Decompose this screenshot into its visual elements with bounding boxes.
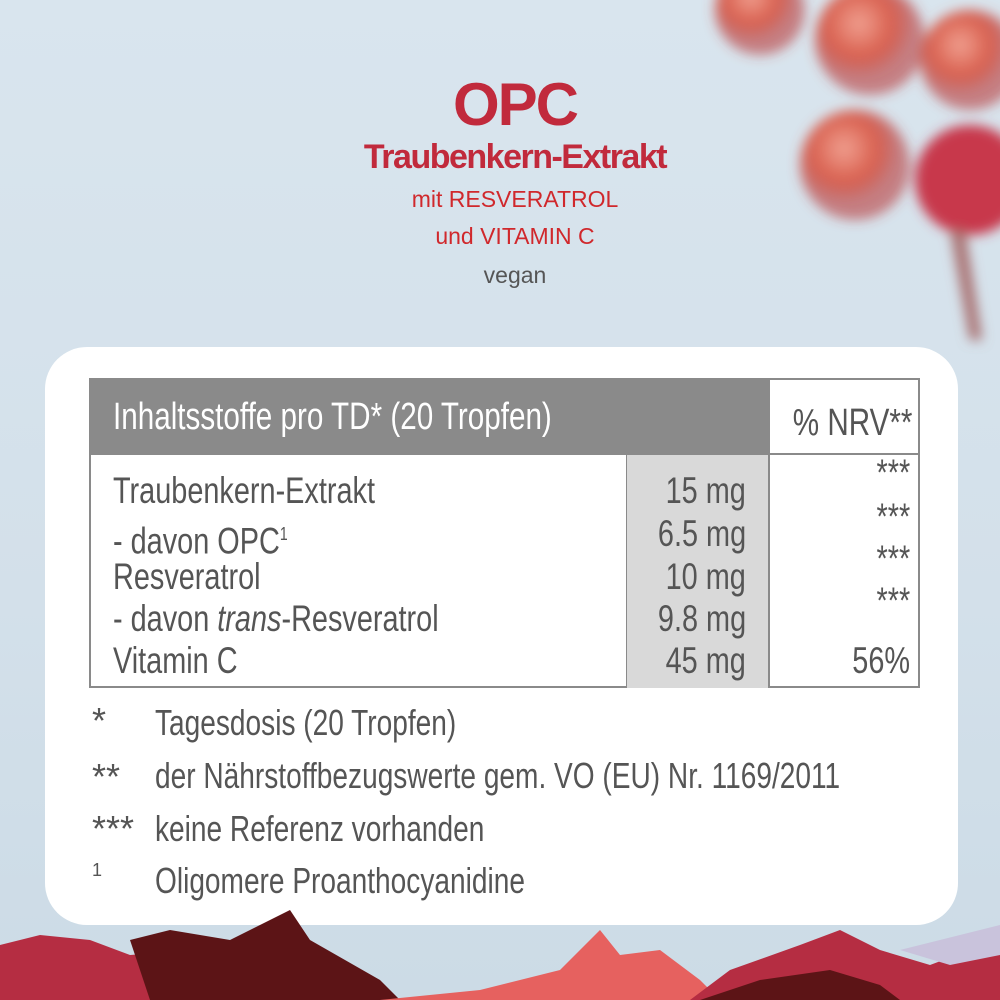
ingredients-table: Inhaltsstoffe pro TD* (20 Tropfen) % NRV… — [89, 378, 920, 688]
amount-column — [626, 455, 768, 688]
product-line-2: und VITAMIN C — [435, 223, 595, 249]
nrv-header-label: % NRV** — [792, 402, 912, 444]
footnote-mark: ** — [92, 756, 121, 797]
ingredient-name-text: -Resveratrol — [281, 598, 439, 639]
vegan-label: vegan — [483, 262, 547, 288]
amount: 6.5 mg — [657, 513, 746, 554]
column-divider — [768, 455, 770, 688]
footnote-mark: 1 — [92, 860, 103, 880]
nrv-value: *** — [876, 580, 910, 621]
table-row: - davon trans-Resveratrol — [113, 598, 530, 640]
grapes-image — [715, 0, 1000, 340]
grape-splash-decoration — [0, 910, 1000, 1000]
ingredient-name-italic: trans — [217, 598, 282, 639]
footnote-text: der Nährstoffbezugswerte gem. VO (EU) Nr… — [155, 755, 841, 796]
amount: 9.8 mg — [657, 598, 746, 639]
table-row: Vitamin C — [113, 640, 273, 682]
table-header: Inhaltsstoffe pro TD* (20 Tropfen) — [91, 380, 768, 455]
ingredient-name: - davon OPC1 — [113, 513, 288, 562]
ingredient-name: - davon trans-Resveratrol — [113, 598, 439, 640]
nrv-header: % NRV** — [768, 380, 920, 455]
amount: 10 mg — [665, 556, 746, 597]
footnote-ref: 1 — [279, 524, 288, 544]
footnote-text: Oligomere Proanthocyanidine — [155, 860, 525, 901]
nrv-value: *** — [876, 496, 910, 537]
table-header-label: Inhaltsstoffe pro TD* (20 Tropfen) — [113, 396, 552, 438]
footnote-mark: * — [92, 700, 107, 741]
product-subtitle: Traubenkern-Extrakt — [363, 138, 668, 176]
footnote-mark: *** — [92, 808, 135, 849]
product-title: OPC — [452, 71, 579, 138]
table-row: Traubenkern-Extrakt — [113, 470, 449, 512]
table-row: - davon OPC1 — [113, 513, 337, 562]
ingredient-name: Vitamin C — [113, 640, 238, 681]
table-row: Resveratrol — [113, 556, 302, 598]
footnote-text: Tagesdosis (20 Tropfen) — [155, 702, 457, 743]
footnote-text: keine Referenz vorhanden — [155, 808, 485, 849]
nrv-value: *** — [876, 452, 910, 493]
ingredient-name-text: - davon — [113, 598, 218, 639]
amount: 45 mg — [665, 640, 746, 681]
amount: 15 mg — [665, 470, 746, 511]
ingredient-name: Resveratrol — [113, 556, 261, 597]
product-line-1: mit RESVERATROL — [411, 186, 619, 212]
nrv-value: *** — [876, 538, 910, 579]
ingredient-name: Traubenkern-Extrakt — [113, 470, 375, 511]
nrv-value: 56% — [852, 640, 910, 681]
ingredient-name-text: - davon OPC — [113, 520, 280, 562]
